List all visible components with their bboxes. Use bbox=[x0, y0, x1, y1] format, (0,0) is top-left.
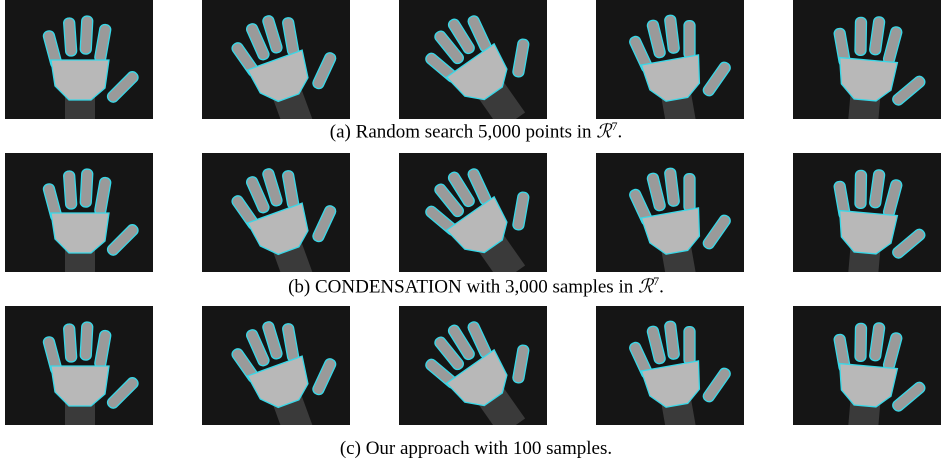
finger bbox=[684, 327, 695, 365]
figure: (a) Random search 5,000 points in ℛ7. (b… bbox=[0, 0, 952, 467]
caption-label: (a) bbox=[330, 121, 351, 142]
math: ℛ bbox=[638, 275, 653, 297]
finger bbox=[855, 323, 867, 361]
caption: (a) Random search 5,000 points in ℛ7. bbox=[0, 119, 952, 143]
finger bbox=[80, 322, 93, 361]
caption-text: CONDENSATION with 3,000 samples in bbox=[315, 276, 633, 297]
caption-text: Our approach with 100 samples. bbox=[366, 438, 612, 459]
caption: (c) Our approach with 100 samples. bbox=[0, 438, 952, 460]
caption-end: . bbox=[659, 276, 664, 297]
finger bbox=[63, 18, 77, 57]
image-row bbox=[0, 0, 952, 119]
caption-label: (b) bbox=[288, 276, 310, 297]
image-row bbox=[0, 306, 952, 425]
finger bbox=[684, 174, 695, 212]
finger bbox=[855, 17, 867, 55]
finger bbox=[684, 21, 695, 59]
caption: (b) CONDENSATION with 3,000 samples in ℛ… bbox=[0, 274, 952, 298]
finger bbox=[855, 170, 867, 208]
finger bbox=[80, 169, 93, 208]
finger bbox=[63, 324, 77, 363]
caption-end: . bbox=[617, 121, 622, 142]
caption-text: Random search 5,000 points in bbox=[356, 121, 592, 142]
finger bbox=[63, 171, 77, 210]
finger bbox=[80, 16, 93, 55]
image-row bbox=[0, 153, 952, 272]
caption-label: (c) bbox=[340, 438, 361, 459]
math: ℛ bbox=[596, 120, 611, 142]
